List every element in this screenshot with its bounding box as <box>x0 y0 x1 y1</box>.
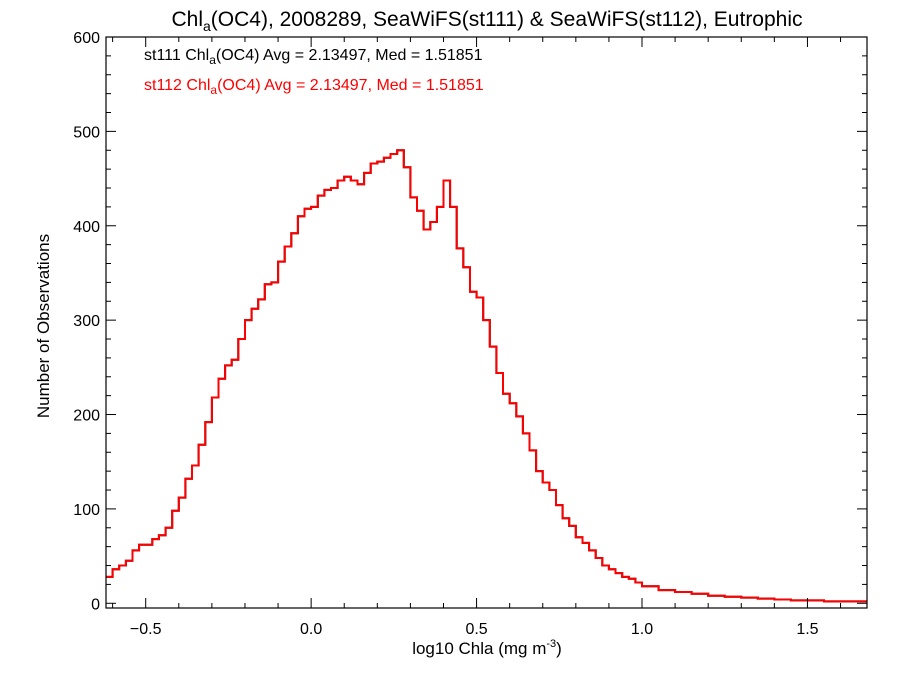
x-tick-label-4: 1.5 <box>796 621 818 638</box>
y-tick-label-300: 300 <box>73 313 100 330</box>
x-axis-ticks: −0.5 0.0 0.5 1.0 1.5 <box>112 37 842 638</box>
plot-area: 0 100 200 300 400 500 600 −0.5 0.0 0.5 1.0 1.5 <box>73 30 868 638</box>
x-tick-label-1: 0.0 <box>300 621 322 638</box>
plot-frame <box>105 36 868 609</box>
x-axis-label: log10 Chla (mg m-3) <box>412 638 562 658</box>
y-tick-label-0: 0 <box>91 596 100 613</box>
x-tick-label-3: 1.0 <box>631 621 653 638</box>
histogram-series-2 <box>106 149 867 603</box>
y-tick-label-100: 100 <box>73 502 100 519</box>
y-tick-label-200: 200 <box>73 408 100 425</box>
chart-title: Chla(OC4), 2008289, SeaWiFS(st111) & Sea… <box>171 8 802 34</box>
legend-entry-st112: st112 Chla(OC4) Avg = 2.13497, Med = 1.5… <box>144 77 484 97</box>
y-tick-label-400: 400 <box>73 219 100 236</box>
legend-entry-st111: st111 Chla(OC4) Avg = 2.13497, Med = 1.5… <box>144 47 483 67</box>
x-tick-label-0: −0.5 <box>130 621 162 638</box>
x-tick-label-2: 0.5 <box>465 621 487 638</box>
y-tick-label-500: 500 <box>73 124 100 141</box>
y-axis-label: Number of Observations <box>34 234 53 418</box>
y-tick-label-600: 600 <box>73 30 100 47</box>
series-layer <box>106 149 867 603</box>
y-axis-ticks: 0 100 200 300 400 500 600 <box>73 30 867 613</box>
